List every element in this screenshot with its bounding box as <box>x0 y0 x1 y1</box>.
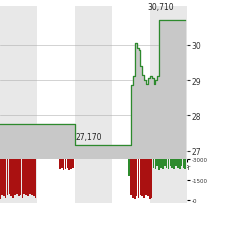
Bar <box>16 160 18 194</box>
Bar <box>150 7 187 160</box>
Bar <box>158 160 160 170</box>
Bar <box>27 160 29 196</box>
Bar <box>128 160 130 176</box>
Bar <box>18 160 20 196</box>
Bar <box>136 160 138 196</box>
Bar <box>35 160 36 198</box>
Bar <box>31 160 33 195</box>
Bar <box>8 160 10 194</box>
Bar <box>166 160 168 168</box>
Bar <box>132 160 134 198</box>
Bar <box>153 160 154 168</box>
Bar <box>149 160 151 199</box>
Bar <box>61 160 63 168</box>
Bar <box>75 160 112 203</box>
Bar <box>33 160 35 196</box>
Bar <box>29 160 31 194</box>
Bar <box>141 160 143 196</box>
Bar <box>168 160 169 169</box>
Bar <box>59 160 61 169</box>
Bar <box>72 160 74 168</box>
Bar <box>138 160 139 198</box>
Bar <box>155 160 156 169</box>
Bar <box>160 160 162 168</box>
Bar <box>177 160 179 168</box>
Bar <box>63 160 65 170</box>
Bar <box>1 160 3 195</box>
Bar <box>12 160 14 198</box>
Bar <box>0 160 37 203</box>
Bar <box>147 160 149 196</box>
Bar <box>22 160 23 198</box>
Bar <box>143 160 145 198</box>
Bar <box>162 160 164 169</box>
Bar <box>75 7 112 160</box>
Bar <box>112 7 150 160</box>
Bar <box>185 160 186 169</box>
Bar <box>164 160 166 167</box>
Bar <box>5 160 6 198</box>
Bar <box>66 160 68 168</box>
Bar <box>3 160 5 196</box>
Text: 30,710: 30,710 <box>148 3 174 12</box>
Bar <box>171 160 173 168</box>
Bar <box>183 160 184 168</box>
Bar <box>10 160 12 196</box>
Bar <box>24 160 25 194</box>
Bar <box>179 160 180 169</box>
Text: 27,170: 27,170 <box>76 132 102 141</box>
Bar <box>112 160 150 203</box>
Bar <box>181 160 182 167</box>
Bar <box>173 160 175 169</box>
Bar <box>65 160 66 169</box>
Bar <box>156 160 158 167</box>
Bar <box>37 160 75 203</box>
Bar <box>70 160 72 169</box>
Bar <box>7 160 8 195</box>
Bar <box>0 160 1 199</box>
Bar <box>68 160 70 170</box>
Bar <box>14 160 16 195</box>
Bar <box>145 160 147 195</box>
Bar <box>139 160 141 195</box>
Bar <box>134 160 136 199</box>
Bar <box>0 7 37 160</box>
Bar <box>25 160 27 195</box>
Bar <box>151 160 152 198</box>
Bar <box>175 160 177 167</box>
Bar <box>37 7 75 160</box>
Bar <box>130 160 132 195</box>
Bar <box>150 160 187 203</box>
Bar <box>20 160 21 195</box>
Bar <box>169 160 171 167</box>
